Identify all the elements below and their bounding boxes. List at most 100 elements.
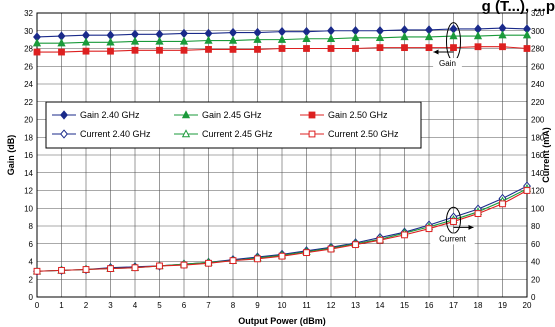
x-tick-label: 5 — [157, 301, 162, 310]
legend-marker — [308, 130, 316, 138]
data-point — [522, 30, 532, 39]
x-tick-label: 18 — [474, 301, 483, 310]
annotation-label: Current — [439, 234, 466, 243]
annotation-arrowhead — [433, 49, 439, 55]
series-1 — [32, 30, 532, 47]
x-axis-ticks: 0 1 2 3 4 5 6 7 8 9 10 11 12 13 14 15 16 17 18 19 20 — [35, 301, 532, 310]
y2-tick-label: 40 — [531, 258, 540, 267]
y2-axis-ticks: 0 20 40 60 80 100 120 140 160 180 200 220 240 260 280 3… — [531, 9, 545, 302]
y-tick-label: 20 — [24, 116, 33, 125]
y2-tick-label: 80 — [531, 222, 540, 231]
data-point — [474, 43, 482, 51]
data-point — [180, 261, 188, 269]
y2-tick-label: 180 — [531, 133, 545, 142]
data-point — [352, 45, 359, 52]
x-tick-label: 19 — [498, 301, 507, 310]
data-point — [106, 37, 115, 46]
data-point — [450, 44, 457, 52]
data-point — [156, 262, 163, 270]
series-2 — [33, 43, 531, 56]
data-point — [33, 48, 41, 56]
data-point — [302, 33, 311, 42]
data-point — [156, 46, 163, 54]
x-tick-label: 16 — [425, 301, 434, 310]
y2-tick-label: 260 — [531, 62, 545, 71]
legend-label: Gain 2.40 GHz — [80, 110, 140, 120]
data-point — [523, 187, 531, 194]
data-point — [425, 44, 433, 52]
series-5 — [33, 187, 531, 275]
y2-tick-label: 60 — [531, 240, 540, 249]
legend-marker — [60, 129, 68, 139]
x-tick-label: 1 — [59, 301, 64, 310]
data-point — [33, 267, 41, 275]
legend-label: Gain 2.45 GHz — [202, 110, 262, 120]
plot-frame — [36, 12, 528, 298]
data-point — [229, 257, 237, 265]
data-point — [229, 45, 237, 53]
data-point — [473, 31, 483, 40]
y2-tick-label: 300 — [531, 27, 545, 36]
y-tick-label: 2 — [29, 275, 34, 284]
data-point — [57, 38, 66, 47]
data-point — [523, 45, 531, 52]
y-tick-label: 10 — [24, 204, 33, 213]
data-point — [450, 218, 457, 225]
data-point — [130, 36, 140, 45]
y2-tick-label: 200 — [531, 116, 545, 125]
y2-tick-label: 280 — [531, 45, 545, 54]
data-point — [376, 236, 384, 244]
x-tick-label: 8 — [231, 301, 236, 310]
data-point — [278, 252, 286, 260]
legend-box — [45, 101, 422, 149]
data-point — [375, 33, 385, 42]
data-point — [81, 37, 91, 46]
x-tick-label: 0 — [35, 301, 40, 310]
data-point — [376, 44, 384, 52]
data-point — [352, 241, 359, 249]
data-point — [32, 38, 42, 47]
y-axis-title: Gain (dB) — [6, 135, 16, 176]
data-point — [401, 44, 408, 52]
data-point — [303, 249, 310, 257]
data-point — [278, 45, 286, 52]
data-point — [58, 266, 65, 274]
x-tick-label: 20 — [523, 301, 532, 310]
annotation-label: Gain — [439, 59, 456, 68]
legend-marker — [181, 110, 191, 119]
x-axis-title: Output Power (dBm) — [238, 316, 326, 326]
y-tick-label: 8 — [29, 222, 34, 231]
data-point — [131, 264, 139, 272]
x-tick-label: 7 — [206, 301, 211, 310]
y2-tick-label: 0 — [531, 293, 536, 302]
data-point — [425, 225, 433, 233]
data-point — [58, 48, 65, 56]
y2-tick-label: 240 — [531, 80, 545, 89]
data-point — [303, 45, 310, 52]
legend: Gain 2.40 GHz Gain 2.45 GHz Gain 2.50 GHz C… — [45, 101, 422, 149]
x-tick-label: 12 — [327, 301, 336, 310]
data-point — [326, 33, 336, 42]
y-tick-label: 22 — [24, 98, 33, 107]
data-point — [401, 231, 408, 239]
x-tick-label: 17 — [449, 301, 458, 310]
x-tick-label: 4 — [133, 301, 138, 310]
y-tick-label: 28 — [24, 45, 33, 54]
data-point — [205, 259, 212, 267]
x-tick-label: 13 — [351, 301, 360, 310]
y2-tick-label: 120 — [531, 187, 545, 196]
data-point — [499, 200, 506, 208]
annotation-ellipse — [446, 206, 461, 234]
data-point — [155, 36, 164, 45]
y2-tick-label: 220 — [531, 98, 545, 107]
y-tick-label: 30 — [24, 27, 33, 36]
legend-marker — [60, 110, 68, 120]
y-tick-label: 16 — [24, 151, 33, 160]
x-tick-label: 3 — [108, 301, 113, 310]
data-point — [82, 266, 90, 273]
data-point — [179, 36, 189, 45]
x-tick-label: 2 — [84, 301, 89, 310]
x-tick-label: 15 — [400, 301, 409, 310]
data-point — [499, 43, 506, 51]
